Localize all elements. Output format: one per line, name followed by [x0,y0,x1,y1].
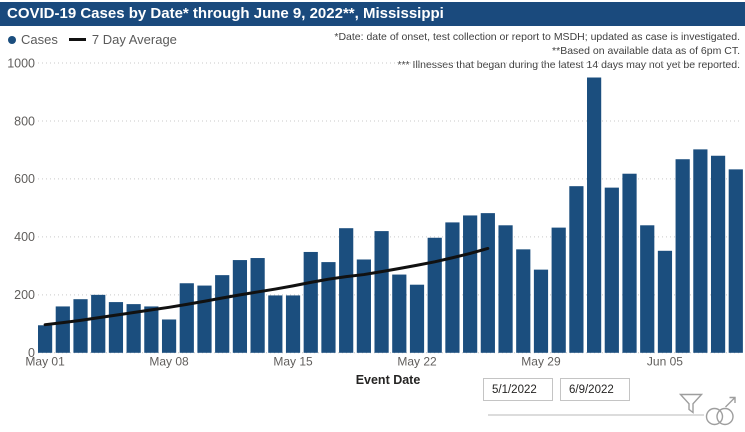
bar-may-20[interactable] [374,231,389,353]
x-tick-label: May 29 [521,355,561,369]
bar-jun-04[interactable] [640,225,655,353]
average-line-marker-icon [68,38,86,41]
bar-jun-05[interactable] [657,250,673,353]
bar-may-09[interactable] [179,283,194,353]
bar-may-22[interactable] [409,284,425,353]
bar-may-26[interactable] [480,213,495,353]
legend-label-cases: Cases [21,32,58,47]
bar-may-13[interactable] [250,258,265,353]
y-tick-label: 400 [14,230,35,244]
bar-may-19[interactable] [356,259,371,353]
bar-may-03[interactable] [73,299,88,353]
filter-funnel-icon[interactable] [679,393,703,415]
slicer-start-date-input[interactable] [483,378,553,401]
bar-may-04[interactable] [91,294,106,353]
x-tick-label: May 01 [25,355,65,369]
bar-may-14[interactable] [268,295,283,353]
bar-jun-06[interactable] [675,159,690,353]
bar-may-18[interactable] [339,228,354,353]
bar-may-01[interactable] [38,325,53,353]
seven-day-average-line [43,246,490,327]
bar-may-24[interactable] [445,222,460,353]
legend-label-7-day-average: 7 Day Average [91,32,177,47]
bar-jun-01[interactable] [587,77,602,353]
bar-may-30[interactable] [551,227,566,353]
chart-title: COVID-19 Cases by Date* through June 9, … [7,5,444,22]
y-tick-label: 800 [14,114,35,128]
overlapping-circles-arrow-icon[interactable] [704,396,738,426]
x-axis-title: Event Date [355,373,421,387]
chart-legend: Cases 7 Day Average [8,32,177,47]
x-tick-label: May 22 [397,355,437,369]
bar-jun-08[interactable] [710,155,726,353]
bar-may-16[interactable] [303,251,318,353]
bar-may-06[interactable] [126,304,141,353]
bar-jun-07[interactable] [693,149,708,353]
x-tick-label: May 08 [149,355,189,369]
bar-may-17[interactable] [321,262,336,353]
bar-may-25[interactable] [463,215,478,353]
bar-jun-02[interactable] [604,187,619,353]
footnote-date-definition: *Date: date of onset, test collection or… [334,31,740,43]
bar-jun-09[interactable] [728,169,743,353]
footnotes: *Date: date of onset, test collection or… [334,31,740,72]
bar-may-27[interactable] [498,225,513,353]
bar-may-29[interactable] [533,269,549,353]
bar-may-28[interactable] [516,249,531,353]
bar-may-07[interactable] [144,306,159,353]
footnote-latest-14-days: *** Illnesses that began during the late… [397,58,740,71]
bar-may-31[interactable] [569,186,584,353]
cases-dot-marker-icon [8,35,16,44]
bar-may-21[interactable] [392,274,407,353]
cases-by-date-chart[interactable]: 0 200 400 600 800 1000 May 01 May 08 May 15 May 2… [0,55,745,372]
bar-may-15[interactable] [285,295,301,353]
bar-may-10[interactable] [197,285,212,353]
date-range-slider[interactable] [488,414,704,416]
bar-may-08[interactable] [161,319,177,353]
y-tick-label: 0 [28,346,35,360]
bar-jun-03[interactable] [622,173,637,353]
y-tick-label: 600 [14,172,35,186]
chart-title-bar: COVID-19 Cases by Date* through June 9, … [0,2,745,26]
footnote-data-as-of: **Based on available data as of 6pm CT. [552,44,740,57]
bar-may-05[interactable] [108,302,124,353]
y-tick-label: 1000 [7,56,35,70]
bar-may-23[interactable] [427,237,442,353]
slicer-end-date-input[interactable] [560,378,630,401]
y-tick-label: 200 [14,288,35,302]
bar-may-11[interactable] [215,275,230,353]
bar-may-02[interactable] [55,306,70,353]
bar-may-12[interactable] [232,260,248,353]
x-tick-label: May 15 [273,355,313,369]
x-tick-label: Jun 05 [647,355,683,369]
